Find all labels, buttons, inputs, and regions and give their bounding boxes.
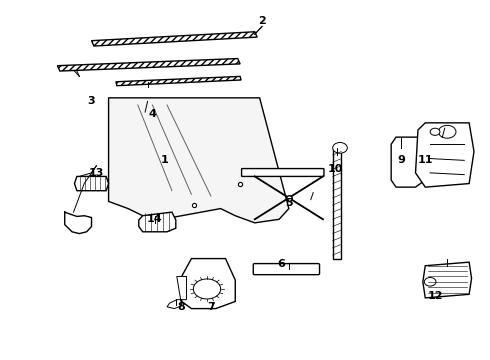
Polygon shape xyxy=(167,276,187,309)
Polygon shape xyxy=(116,76,241,86)
Text: 1: 1 xyxy=(161,156,169,165)
Polygon shape xyxy=(391,137,425,187)
Text: 2: 2 xyxy=(258,16,266,26)
Text: 4: 4 xyxy=(148,109,156,119)
Polygon shape xyxy=(416,123,474,187)
Polygon shape xyxy=(182,258,235,309)
Text: 8: 8 xyxy=(178,302,186,312)
Text: 9: 9 xyxy=(397,156,405,165)
Text: 3: 3 xyxy=(88,96,96,107)
Polygon shape xyxy=(139,212,176,232)
Text: 7: 7 xyxy=(207,302,215,312)
Circle shape xyxy=(424,278,436,286)
FancyBboxPatch shape xyxy=(242,168,324,176)
Polygon shape xyxy=(92,32,257,46)
Polygon shape xyxy=(423,262,471,298)
Text: 10: 10 xyxy=(327,164,343,174)
FancyBboxPatch shape xyxy=(253,264,319,275)
Polygon shape xyxy=(109,98,289,223)
Bar xyxy=(333,148,342,258)
Circle shape xyxy=(439,125,456,138)
Text: 11: 11 xyxy=(417,156,433,165)
Text: 5: 5 xyxy=(285,198,293,208)
Circle shape xyxy=(333,143,347,153)
Text: 12: 12 xyxy=(427,291,443,301)
Text: 6: 6 xyxy=(278,259,286,269)
Text: 13: 13 xyxy=(89,168,104,178)
Circle shape xyxy=(194,279,220,299)
Polygon shape xyxy=(57,59,240,71)
Text: 14: 14 xyxy=(147,214,163,224)
Circle shape xyxy=(430,128,440,135)
Polygon shape xyxy=(74,176,109,191)
